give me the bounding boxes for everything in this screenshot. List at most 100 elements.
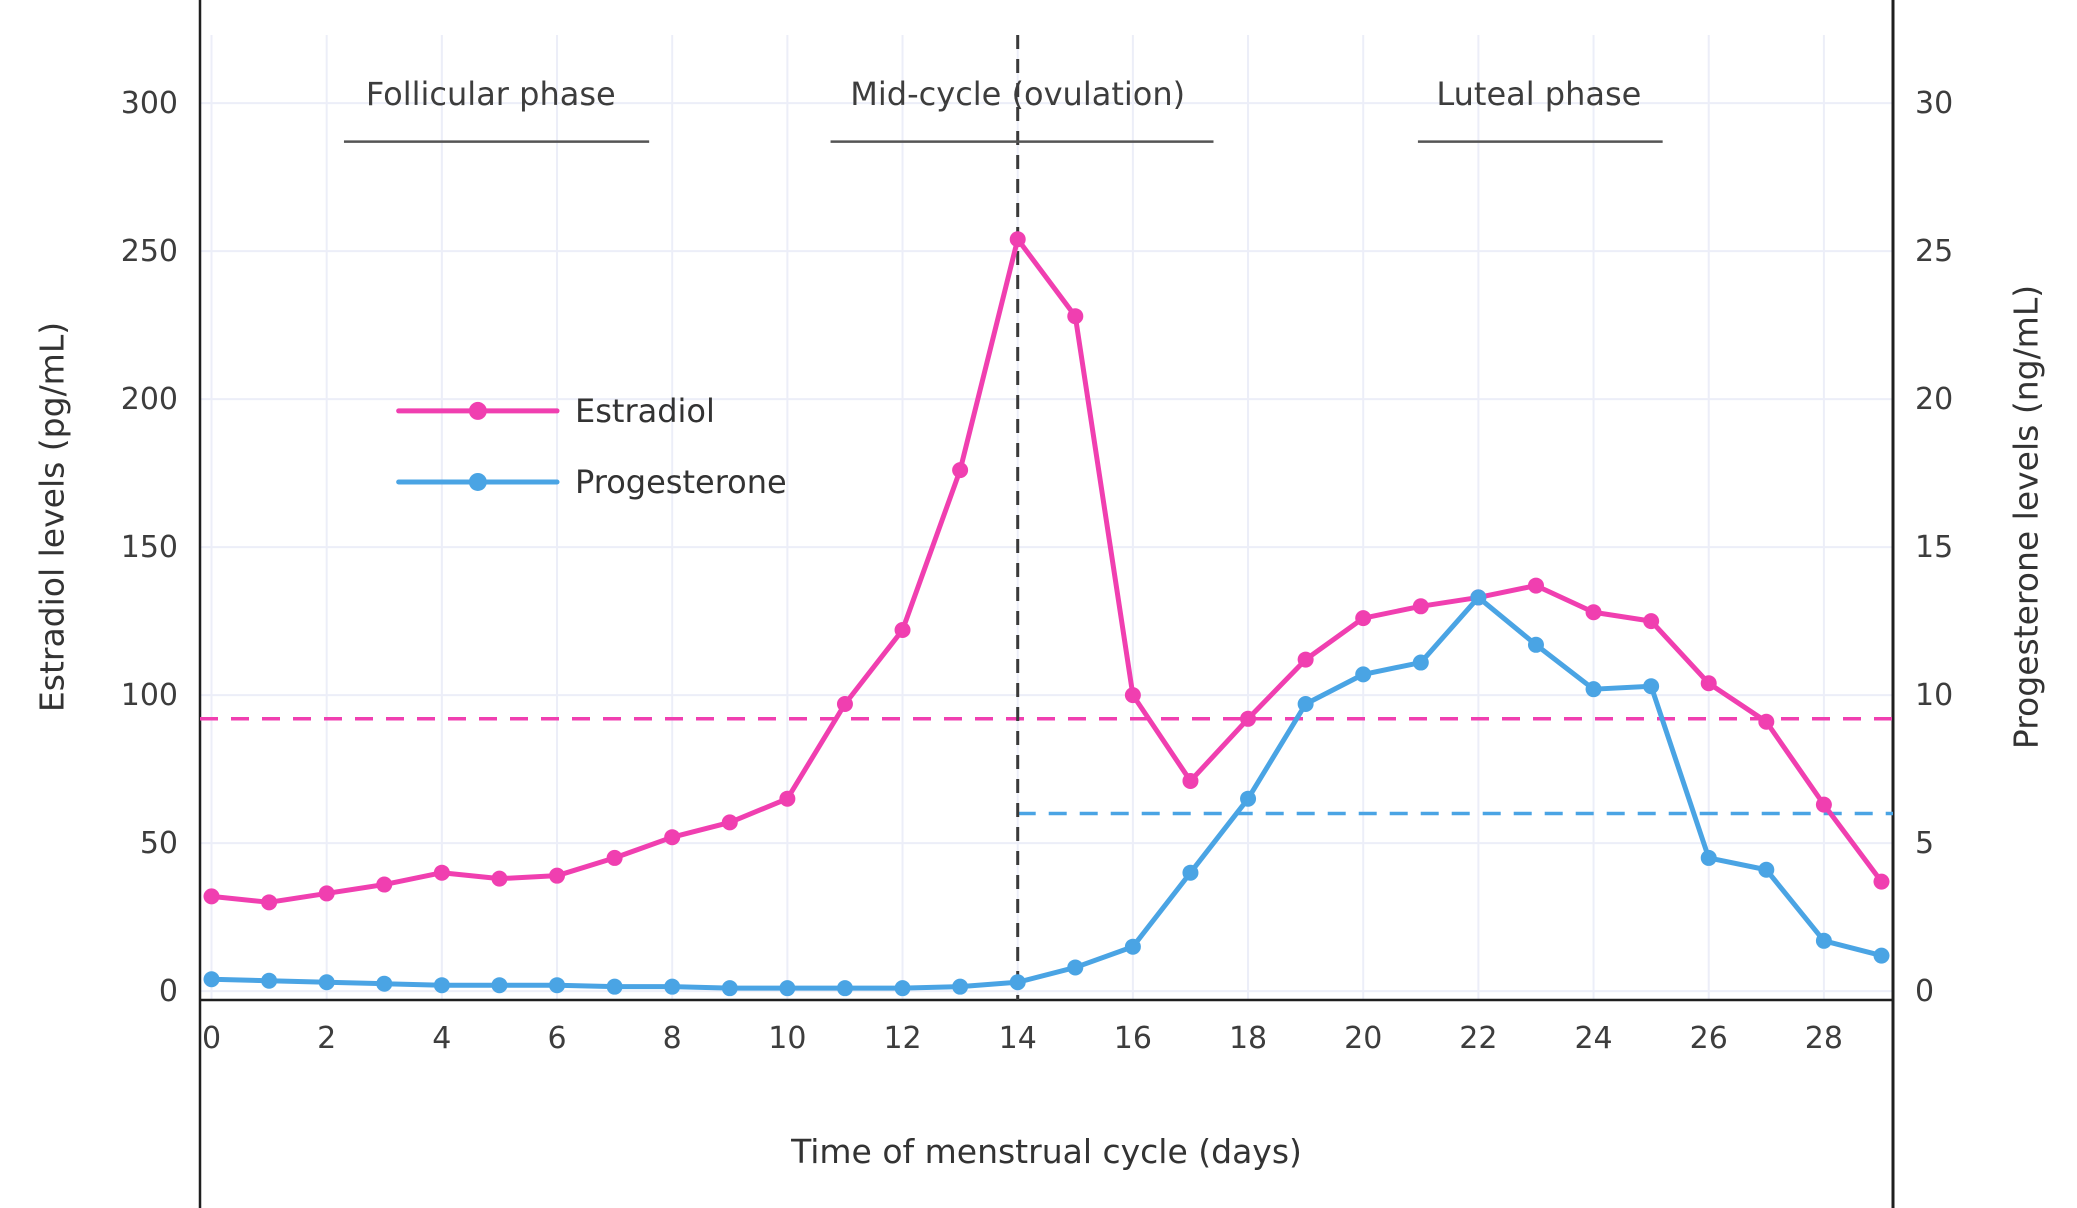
progesterone-data-point (1240, 790, 1257, 807)
estradiol-data-point (376, 876, 393, 893)
x-tick-label: 8 (663, 1021, 682, 1056)
progesterone-data-point (606, 978, 623, 995)
estradiol-data-point (1758, 713, 1775, 730)
estradiol-data-point (1182, 772, 1199, 789)
estradiol-data-point (606, 849, 623, 866)
x-tick-label: 16 (1114, 1021, 1152, 1056)
x-tick-label: 4 (432, 1021, 451, 1056)
progesterone-data-point (664, 978, 681, 995)
progesterone-data-point (549, 977, 566, 994)
estradiol-data-point (1700, 675, 1717, 692)
x-tick-label: 2 (317, 1021, 336, 1056)
right-y-tick-label: 15 (1915, 530, 1953, 565)
right-y-tick-label: 20 (1915, 382, 1953, 417)
progesterone-data-point (1412, 654, 1429, 671)
x-tick-label: 0 (202, 1021, 221, 1056)
estradiol-data-point (836, 695, 853, 712)
estradiol-data-point (1297, 651, 1314, 668)
phase-annotation: Follicular phase (366, 75, 616, 113)
x-tick-label: 24 (1574, 1021, 1612, 1056)
estradiol-data-point (318, 885, 335, 902)
progesterone-data-point (1527, 636, 1544, 653)
estradiol-data-point (952, 462, 969, 479)
phase-annotation: Mid-cycle (ovulation) (850, 75, 1185, 113)
estradiol-data-point (433, 864, 450, 881)
estradiol-data-point (779, 790, 796, 807)
legend-marker-progesterone (468, 472, 487, 491)
progesterone-data-point (1355, 666, 1372, 683)
estradiol-data-point (1355, 610, 1372, 627)
phase-annotation: Luteal phase (1436, 75, 1641, 113)
right-y-tick-label: 30 (1915, 86, 1953, 121)
x-axis-title: Time of menstrual cycle (days) (791, 1132, 1302, 1171)
progesterone-data-point (1124, 938, 1141, 955)
left-y-tick-label: 200 (121, 382, 178, 417)
x-tick-label: 18 (1229, 1021, 1267, 1056)
estradiol-data-point (1412, 598, 1429, 615)
right-y-tick-label: 10 (1915, 678, 1953, 713)
x-tick-label: 12 (883, 1021, 921, 1056)
progesterone-data-point (376, 975, 393, 992)
progesterone-data-point (1873, 947, 1890, 964)
progesterone-data-point (721, 980, 738, 997)
estradiol-data-point (1240, 710, 1257, 727)
right-y-tick-label: 25 (1915, 234, 1953, 269)
estradiol-data-point (664, 829, 681, 846)
estradiol-data-point (1009, 231, 1026, 248)
estradiol-data-point (261, 894, 278, 911)
x-tick-label: 28 (1805, 1021, 1843, 1056)
legend-label-progesterone: Progesterone (575, 463, 787, 501)
progesterone-line (209, 594, 1884, 991)
left-y-tick-label: 50 (140, 826, 178, 861)
estradiol-line (209, 236, 1884, 905)
left-y-tick-label: 250 (121, 234, 178, 269)
progesterone-data-point (952, 978, 969, 995)
estradiol-data-point (1124, 687, 1141, 704)
x-tick-label: 22 (1459, 1021, 1497, 1056)
estradiol-data-point (1527, 577, 1544, 594)
x-tick-label: 26 (1690, 1021, 1728, 1056)
left-y-tick-label: 100 (121, 678, 178, 713)
progesterone-data-point (836, 980, 853, 997)
progesterone-data-point (1758, 861, 1775, 878)
progesterone-data-point (433, 977, 450, 994)
left-y-tick-label: 0 (159, 974, 178, 1009)
progesterone-data-point (1297, 695, 1314, 712)
progesterone-data-point (491, 977, 508, 994)
estradiol-data-point (721, 814, 738, 831)
x-tick-label: 14 (999, 1021, 1037, 1056)
right-y-tick-label: 5 (1915, 826, 1934, 861)
progesterone-data-point (1815, 932, 1832, 949)
progesterone-data-point (1700, 849, 1717, 866)
estradiol-data-point (1643, 613, 1660, 630)
progesterone-data-point (1067, 959, 1084, 976)
right-y-tick-label: 0 (1915, 974, 1934, 1009)
progesterone-data-point (779, 980, 796, 997)
progesterone-data-point (1470, 589, 1487, 606)
progesterone-data-point (261, 972, 278, 989)
x-tick-label: 10 (768, 1021, 806, 1056)
estradiol-data-point (1873, 873, 1890, 890)
progesterone-data-point (203, 971, 220, 988)
progesterone-data-point (1643, 678, 1660, 695)
estradiol-data-point (203, 888, 220, 905)
left-y-axis-title: Estradiol levels (pg/mL) (32, 321, 72, 713)
progesterone-data-point (894, 980, 911, 997)
x-tick-label: 20 (1344, 1021, 1382, 1056)
legend-marker-estradiol (468, 401, 487, 420)
estradiol-data-point (894, 621, 911, 638)
progesterone-data-point (1585, 681, 1602, 698)
estradiol-data-point (491, 870, 508, 887)
progesterone-data-point (318, 974, 335, 991)
left-y-tick-label: 150 (121, 530, 178, 565)
x-tick-label: 6 (547, 1021, 566, 1056)
estradiol-data-point (549, 867, 566, 884)
left-y-tick-label: 300 (121, 86, 178, 121)
right-y-axis-title: Progesterone levels (ng/mL) (2006, 284, 2046, 750)
estradiol-data-point (1585, 604, 1602, 621)
estradiol-data-point (1815, 796, 1832, 813)
estradiol-data-point (1067, 308, 1084, 325)
legend-label-estradiol: Estradiol (575, 392, 715, 430)
